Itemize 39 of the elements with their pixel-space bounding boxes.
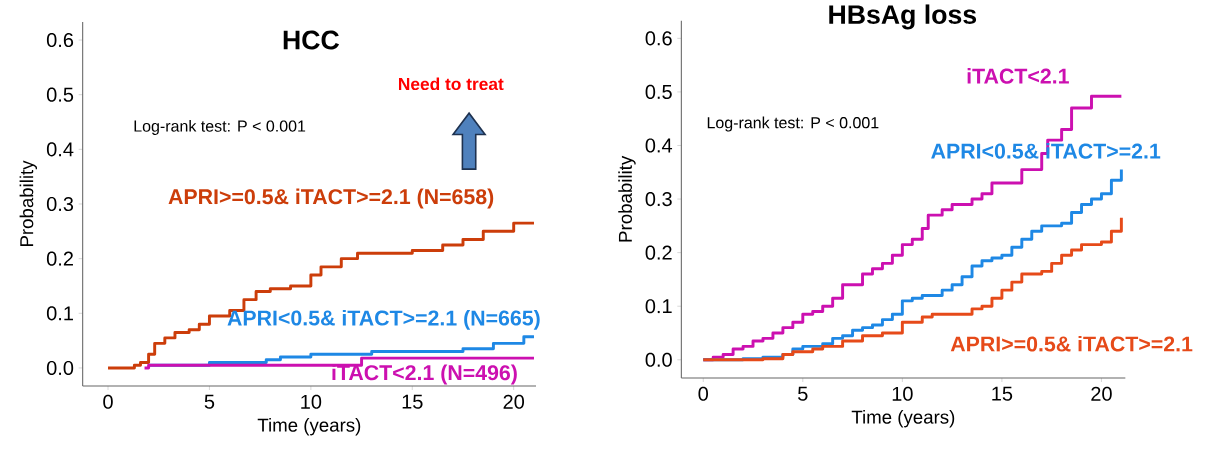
x-tick-label: 10	[892, 386, 913, 401]
series-label: APRI<0.5& iTACT>=2.1 (N=665)	[227, 309, 540, 330]
y-tick-label: 0.2	[645, 245, 672, 260]
series-label: iTACT<2.1 (N=496)	[332, 364, 517, 385]
y-tick-label: 0.6	[46, 32, 74, 48]
annotation: Log-rank test: P < 0.001	[707, 116, 879, 132]
x-tick-label: 20	[503, 394, 525, 409]
x-tick-label: 5	[204, 394, 215, 409]
x-tick-label: 10	[301, 394, 322, 409]
x-tick-label: 20	[1091, 386, 1112, 401]
y-tick-label: 0.4	[46, 142, 74, 157]
y-tick-label: 0.0	[46, 360, 74, 376]
y-tick-label: 0.3	[645, 191, 672, 207]
y-tick-label: 0.1	[46, 306, 73, 321]
y-tick-label: 0.6	[645, 31, 672, 46]
series-label: APRI<0.5& iTACT>=2.1	[931, 143, 1161, 159]
x-tick-label: 0	[103, 394, 113, 409]
y-tick-label: 0.1	[645, 299, 672, 314]
annotation: Need to treat	[399, 77, 504, 91]
y-tick-label: 0.2	[46, 251, 73, 266]
x-tick-label: 0	[698, 386, 709, 401]
chart-title: HBsAg loss	[829, 4, 977, 30]
y-tick-label: 0.0	[645, 352, 672, 367]
series-label: iTACT<2.1	[967, 68, 1069, 84]
y-tick-label: 0.5	[645, 84, 672, 99]
x-tick-label: 15	[402, 394, 423, 409]
y-axis-title: Probability	[19, 160, 37, 247]
series-label: APRI>=0.5& iTACT>=2.1 (N=658)	[168, 188, 494, 209]
series-label: APRI>=0.5& iTACT>=2.1	[950, 335, 1193, 352]
annotation: Log-rank test: P < 0.001	[134, 120, 306, 135]
x-axis-title: Time (years)	[851, 410, 955, 428]
y-tick-label: 0.5	[46, 87, 74, 102]
y-tick-label: 0.3	[46, 196, 74, 212]
x-tick-label: 5	[798, 386, 808, 401]
x-tick-label: 15	[992, 386, 1013, 401]
y-tick-label: 0.4	[645, 138, 673, 153]
x-axis-title: Time (years)	[257, 418, 361, 436]
chart-title: HCC	[283, 30, 340, 50]
y-axis-title: Probability	[618, 155, 636, 242]
